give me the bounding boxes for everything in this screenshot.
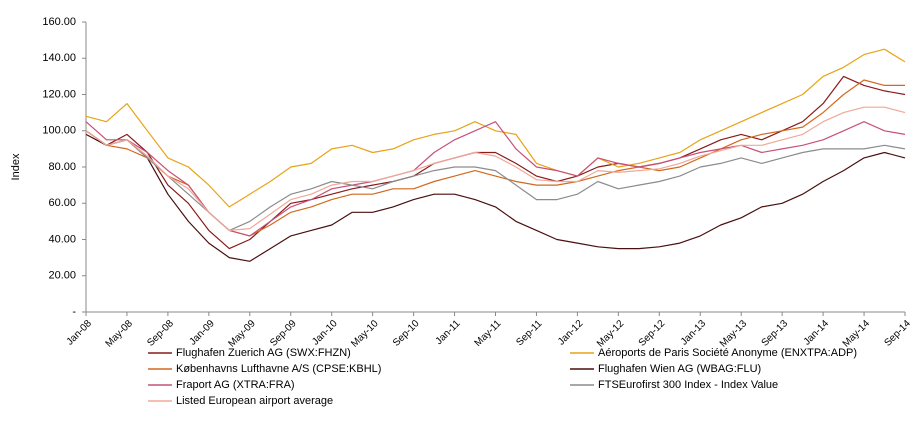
x-tick-label: Sep-10 (391, 318, 422, 349)
y-tick-label: 120.00 (42, 88, 76, 100)
x-tick-label: Jan-13 (679, 318, 709, 348)
series-line (85, 121, 906, 237)
x-tick-label: Sep-11 (514, 318, 544, 348)
y-tick-label: 160.00 (42, 16, 76, 28)
series-line (85, 106, 906, 231)
series-line (85, 75, 906, 250)
x-tick-label: Jan-10 (310, 318, 340, 348)
y-tick-label: 40.00 (48, 233, 76, 245)
legend-label: Flughafen Wien AG (WBAG:FLU) (598, 363, 761, 375)
x-tick-label: Jan-08 (65, 318, 95, 348)
series-line (85, 130, 906, 231)
x-tick-label: Jan-11 (434, 318, 463, 347)
y-tick-label: 100.00 (42, 125, 76, 137)
x-tick-label: May-14 (841, 318, 873, 350)
x-tick-label: Jan-09 (187, 318, 217, 348)
legend-label: Flughafen Zuerich AG (SWX:FHZN) (176, 347, 351, 359)
x-tick-label: Sep-08 (145, 318, 176, 349)
x-tick-label: Sep-12 (637, 318, 668, 349)
x-tick-label: May-11 (473, 318, 504, 349)
x-tick-label: May-09 (226, 318, 258, 350)
x-tick-label: Sep-14 (882, 318, 913, 349)
legend-label: Listed European airport average (176, 395, 333, 407)
x-tick-label: Jan-14 (802, 318, 832, 348)
x-tick-label: May-13 (718, 318, 750, 350)
legend-label: FTSEurofirst 300 Index - Index Value (598, 379, 778, 391)
x-tick-label: Sep-13 (760, 318, 791, 349)
x-tick-label: May-08 (104, 318, 136, 350)
series-line (85, 133, 906, 262)
legend-label: Aéroports de Paris Société Anonyme (ENXT… (598, 347, 857, 359)
y-tick-label: 60.00 (48, 197, 76, 209)
legend-label: Københavns Lufthavne A/S (CPSE:KBHL) (176, 363, 381, 375)
y-axis-label: Index (10, 153, 22, 180)
y-tick-label: 20.00 (48, 270, 76, 282)
y-tick-label: 140.00 (42, 52, 76, 64)
x-tick-label: Sep-09 (268, 318, 299, 349)
y-tick-label: - (72, 306, 76, 318)
y-tick-label: 80.00 (48, 161, 76, 173)
x-tick-label: Jan-12 (556, 318, 586, 348)
x-tick-label: May-10 (349, 318, 381, 350)
series-line (85, 48, 906, 208)
legend-label: Fraport AG (XTRA:FRA) (176, 379, 295, 391)
x-tick-label: May-12 (595, 318, 627, 350)
